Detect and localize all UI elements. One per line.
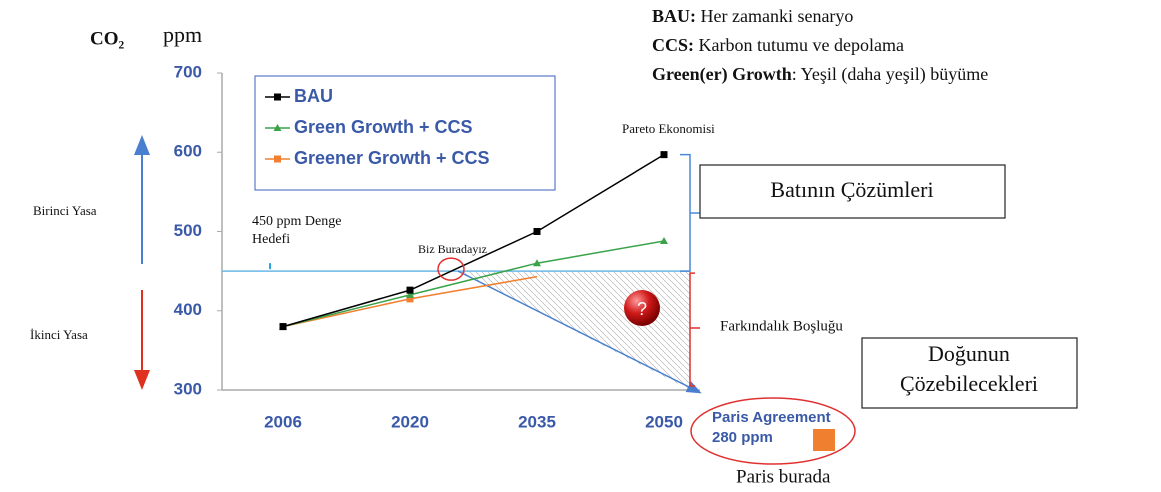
x-tick-label: 2035	[518, 412, 556, 431]
legend-label: Greener Growth + CCS	[294, 148, 490, 168]
legend-marker	[273, 124, 282, 131]
x-tick-label: 2050	[645, 412, 683, 431]
point	[660, 237, 668, 245]
definition: CCS: Karbon tutumu ve depolama	[652, 35, 904, 55]
point	[660, 151, 668, 159]
legend-label: Green Growth + CCS	[294, 117, 473, 137]
east-arrow	[457, 270, 702, 394]
annotation: Paris Agreement	[712, 409, 831, 426]
legend	[254, 75, 556, 191]
x-tick-label: 2020	[391, 412, 429, 431]
here-circle	[437, 257, 465, 281]
annotation: Doğunun	[928, 341, 1010, 366]
annotation: Çözebilecekleri	[900, 371, 1038, 396]
legend-label: BAU	[294, 86, 333, 106]
y-unit-label: ppm	[163, 22, 202, 47]
y-quantity-label: CO₂	[90, 28, 125, 49]
definition-text: Karbon tutumu ve depolama	[694, 35, 904, 55]
annotation: 450 ppm Denge	[252, 214, 341, 229]
annotation: Biz Buradayız	[418, 242, 487, 256]
point	[406, 286, 414, 294]
point	[533, 228, 541, 235]
point	[406, 295, 414, 303]
west-box	[699, 164, 1006, 219]
paris-circle	[690, 397, 856, 465]
annotation: Hedefi	[252, 232, 290, 247]
y-tick-label: 300	[174, 379, 202, 398]
annotation: Batının Çözümleri	[770, 177, 933, 202]
y-tick-label: 600	[174, 142, 202, 161]
gap-bracket	[689, 272, 700, 387]
y-tick-label: 500	[174, 221, 202, 240]
series-line	[282, 240, 665, 328]
point	[406, 290, 414, 298]
legend-marker	[274, 93, 281, 101]
definition-term: Green(er) Growth	[652, 64, 792, 85]
annotation: ?	[637, 299, 647, 319]
annotation: 280 ppm	[712, 429, 773, 446]
annotation: Birinci Yasa	[33, 203, 97, 218]
series-line	[282, 153, 665, 328]
definition-text: : Yeşil (daha yeşil) büyüme	[792, 64, 988, 85]
definition-text: Her zamanki senaryo	[696, 6, 853, 26]
west-bracket	[680, 153, 700, 272]
paris-square	[813, 429, 835, 451]
definition-term: BAU:	[652, 6, 696, 26]
annotation: İkinci Yasa	[30, 327, 88, 342]
definition: BAU: Her zamanki senaryo	[652, 6, 853, 26]
legend-marker	[274, 155, 281, 163]
x-tick-label: 2006	[264, 412, 302, 431]
annotation: Paris burada	[736, 466, 831, 487]
y-tick-label: 400	[174, 300, 202, 319]
annotation: Pareto Ekonomisi	[622, 121, 715, 136]
definition: Green(er) Growth: Yeşil (daha yeşil) büy…	[652, 64, 988, 85]
annotation: Farkındalık Boşluğu	[720, 318, 843, 334]
point	[533, 259, 541, 267]
east-box	[861, 337, 1078, 409]
question-ball	[624, 290, 660, 326]
y-tick-label: 700	[174, 62, 202, 81]
point	[279, 323, 287, 331]
definition-term: CCS:	[652, 35, 694, 55]
